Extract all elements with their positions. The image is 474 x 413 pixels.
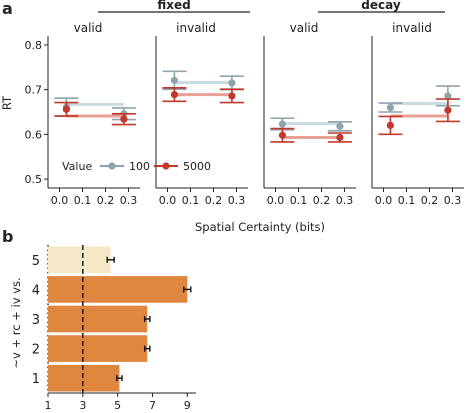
category-label-3: 3	[32, 313, 40, 328]
legend-label-100: 100	[129, 160, 150, 173]
facet-3-series-100-point-1-marker	[278, 120, 286, 128]
panel-b-x-tick-label-1: 1	[45, 399, 52, 412]
legend-item-100: 100	[100, 160, 150, 173]
facet-3-x-tick-label-3: 0.2	[313, 194, 331, 207]
facet-3-x-tick-label-1: 0.0	[267, 194, 285, 207]
y-tick-label-1: 0.5	[25, 173, 43, 186]
legend: Value 100 5000	[62, 160, 211, 173]
facet-1-x-tick-label-4: 0.3	[120, 194, 138, 207]
panel-a-plot: 0.5 0.6 0.7 0.8 0.0 0.1 0.2 0.3 0.0 0.1 0.2 0.3 0.0 0…	[25, 36, 464, 207]
strip-label-fixed: fixed	[157, 0, 190, 12]
facet-2-x-tick-label-4: 0.3	[228, 194, 246, 207]
panel-b-x-tick-label-4: 7	[149, 399, 156, 412]
legend-swatch-dot-5000	[162, 162, 170, 170]
facet-3-x-tick-label-2: 0.1	[290, 194, 308, 207]
panel-b-y-axis-label: ~v + rc + iv vs.	[9, 277, 23, 368]
bar-3	[48, 305, 148, 333]
legend-label-5000: 5000	[183, 160, 211, 173]
facet-3-series-5000-point-2-marker	[336, 133, 344, 142]
facet-title-3: valid	[290, 21, 319, 35]
facet-2-x-tick-label-1: 0.0	[159, 194, 177, 207]
facet-4-x-tick-label-1: 0.0	[375, 194, 393, 207]
legend-swatch-dot-100	[108, 162, 116, 170]
facet-4-x-tick-label-4: 0.3	[444, 194, 462, 207]
facet-1-series-5000-point-1-marker	[62, 105, 70, 113]
bar-4	[48, 276, 188, 303]
legend-title: Value	[62, 160, 92, 173]
category-label-2: 2	[32, 343, 40, 358]
category-label-1: 1	[32, 372, 40, 387]
facet-2-series-100-point-2-marker	[228, 79, 236, 87]
facet-2-series-100-point-1-marker	[170, 76, 178, 84]
facet-1-series-5000-point-2-marker	[120, 115, 128, 123]
facet-title-2: invalid	[176, 21, 216, 35]
facet-title-1: valid	[74, 21, 103, 35]
facet-4-series-100-point-2-marker	[444, 92, 452, 100]
facet-3-series-100-point-2-marker	[336, 122, 344, 130]
facet-4-series-5000-point-2-marker	[444, 106, 452, 114]
panel-a-letter: a	[2, 0, 13, 18]
legend-item-5000: 5000	[154, 160, 211, 173]
group-strip-fixed: fixed	[98, 0, 250, 13]
facet-3-series-5000-point-1-marker	[278, 131, 286, 139]
facet-1-x-tick-label-3: 0.2	[97, 194, 115, 207]
facet-4-series-5000-point-1-marker	[386, 121, 394, 130]
strip-label-decay: decay	[361, 0, 401, 12]
panel-b-x-tick-label-2: 3	[79, 399, 86, 412]
y-tick-label-3: 0.7	[25, 84, 43, 97]
panel-b-x-tick-label-3: 5	[114, 399, 121, 412]
bar-1	[48, 364, 120, 392]
panel-b-plot: 5 4 3 2 11 3 5 7 9	[32, 245, 196, 412]
facet-3-x-tick-label-4: 0.3	[336, 194, 354, 207]
category-label-4: 4	[32, 283, 40, 298]
facet-2-series-5000-point-2-marker	[228, 92, 236, 100]
facet-1-x-tick-label-1: 0.0	[51, 194, 69, 207]
bar-2	[48, 335, 148, 362]
panel-b-x-tick-label-5: 9	[184, 399, 191, 412]
y-tick-label-4: 0.8	[25, 39, 43, 52]
facet-2-x-tick-label-2: 0.1	[182, 194, 200, 207]
facet-4-series-100-point-1-marker	[386, 103, 394, 112]
panel-a-y-axis-label: RT	[0, 95, 14, 110]
facet-4-x-tick-label-3: 0.2	[421, 194, 439, 207]
facet-2-x-tick-label-3: 0.2	[205, 194, 223, 207]
facet-1-x-tick-label-2: 0.1	[74, 194, 92, 207]
panel-a-x-axis-label: Spatial Certainty (bits)	[195, 220, 325, 234]
facet-title-4: invalid	[392, 21, 432, 35]
panel-b-letter: b	[2, 227, 13, 246]
y-tick-label-2: 0.6	[25, 128, 43, 141]
bar-5	[48, 246, 111, 274]
facet-2-series-5000-point-1-marker	[170, 90, 178, 99]
facet-4-x-tick-label-2: 0.1	[398, 194, 416, 207]
category-label-5: 5	[32, 254, 40, 269]
group-strip-decay: decay	[318, 0, 445, 13]
